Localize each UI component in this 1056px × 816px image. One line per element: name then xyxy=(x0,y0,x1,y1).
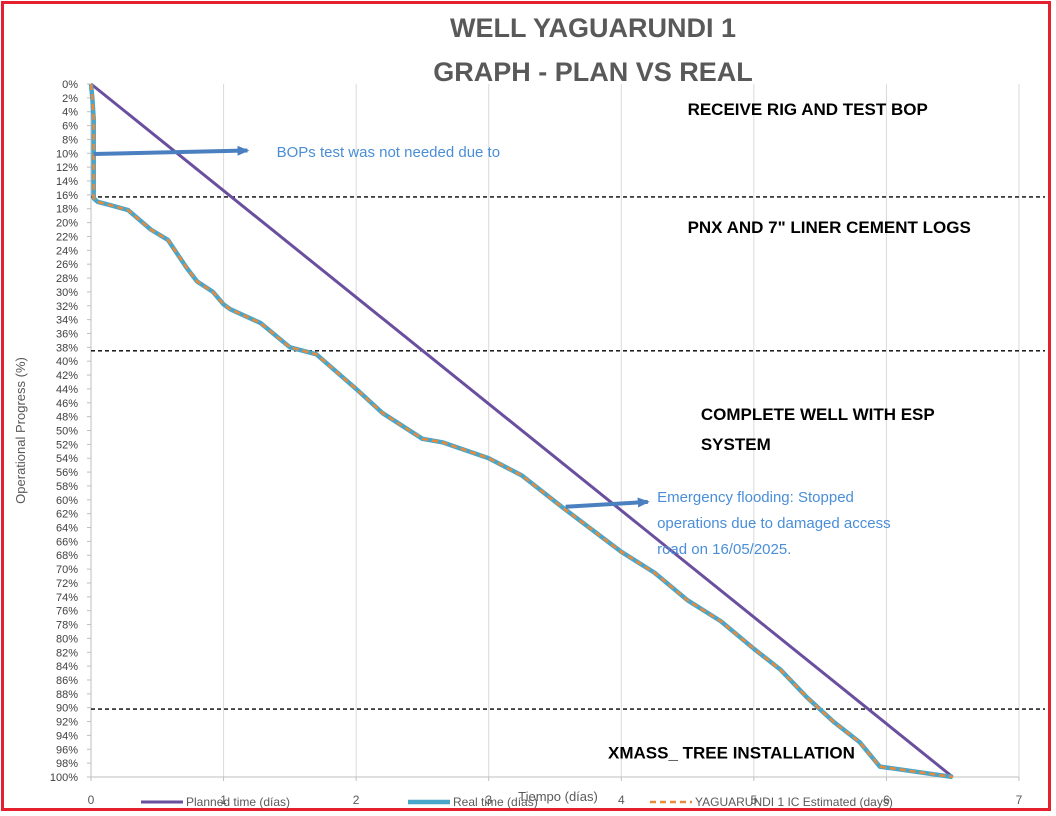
y-tick-label: 42% xyxy=(56,370,78,382)
phase-divider-lines xyxy=(91,196,1045,710)
phase-label: XMASS_ TREE INSTALLATION xyxy=(608,743,855,762)
x-tick-label: 7 xyxy=(1016,793,1023,807)
phase-label: COMPLETE WELL WITH ESP xyxy=(701,405,935,424)
phase-label: PNX AND 7" LINER CEMENT LOGS xyxy=(688,218,971,237)
annotation-text: Emergency flooding: Stopped xyxy=(657,489,854,506)
y-tick-label: 44% xyxy=(56,384,78,396)
y-tick-label: 38% xyxy=(56,342,78,354)
annotation-arrow xyxy=(565,497,650,509)
y-tick-label: 64% xyxy=(56,523,78,535)
series-line-planned xyxy=(90,82,954,779)
gridlines xyxy=(223,84,1020,777)
y-tick-label: 20% xyxy=(56,218,78,230)
y-tick-label: 8% xyxy=(62,134,78,146)
legend-entry: YAGUARUNDI 1 IC Estimated (days) xyxy=(695,795,893,809)
y-tick-labels: 0% 2% 4% 6%8% 10% 12% 14% 16% 18% 20%22% 24% 26% 28%… xyxy=(50,79,91,784)
y-tick-label: 40% xyxy=(56,356,78,368)
x-tick-label: 0 xyxy=(88,793,95,807)
chart-title: WELL YAGUARUNDI 1 GRAPH - PLAN VS REAL xyxy=(433,13,753,87)
y-tick-label: 2% xyxy=(62,93,78,105)
phase-labels: RECEIVE RIG AND TEST BOP PNX AND 7" LINER… xyxy=(608,100,971,762)
y-tick-label: 34% xyxy=(56,315,78,327)
y-tick-label: 46% xyxy=(56,398,78,410)
y-tick-label: 22% xyxy=(56,231,78,243)
y-tick-label: 60% xyxy=(56,495,78,507)
y-tick-label: 4% xyxy=(62,107,78,119)
y-tick-label: 28% xyxy=(56,273,78,285)
y-tick-label: 78% xyxy=(56,620,78,632)
y-tick-label: 86% xyxy=(56,675,78,687)
phase-label: RECEIVE RIG AND TEST BOP xyxy=(688,100,928,119)
y-tick-label: 90% xyxy=(56,703,78,715)
y-tick-label: 54% xyxy=(56,453,78,465)
chart-title-line: GRAPH - PLAN VS REAL xyxy=(433,57,753,87)
y-tick-label: 88% xyxy=(56,689,78,701)
legend-entry: Planned time (días) xyxy=(186,795,290,809)
axes xyxy=(90,84,1019,778)
y-tick-label: 18% xyxy=(56,204,78,216)
annotation-text: operations due to damaged access xyxy=(657,515,891,532)
y-tick-label: 50% xyxy=(56,426,78,438)
annotation-text: road on 16/05/2025. xyxy=(657,541,791,558)
phase-label: SYSTEM xyxy=(701,435,771,454)
chart-title-line: WELL YAGUARUNDI 1 xyxy=(450,13,736,43)
y-tick-label: 84% xyxy=(56,661,78,673)
x-tick-label: 4 xyxy=(618,793,625,807)
y-tick-label: 14% xyxy=(56,176,78,188)
y-tick-label: 48% xyxy=(56,412,78,424)
y-tick-label: 58% xyxy=(56,481,78,493)
y-tick-label: 52% xyxy=(56,439,78,451)
y-tick-label: 74% xyxy=(56,592,78,604)
x-tick-label: 2 xyxy=(353,793,360,807)
y-tick-label: 80% xyxy=(56,633,78,645)
series-lines xyxy=(88,82,954,780)
annotation-text: BOPs test was not needed due to xyxy=(277,144,500,161)
y-tick-label: 76% xyxy=(56,606,78,618)
y-tick-label: 10% xyxy=(56,148,78,160)
y-tick-label: 100% xyxy=(50,772,78,784)
y-tick-label: 24% xyxy=(56,245,78,257)
y-tick-label: 94% xyxy=(56,730,78,742)
y-tick-label: 36% xyxy=(56,328,78,340)
legend: Planned time (días) Real time (días) YAGUA… xyxy=(141,795,893,809)
y-tick-label: 96% xyxy=(56,744,78,756)
y-tick-label: 82% xyxy=(56,647,78,659)
y-tick-label: 68% xyxy=(56,550,78,562)
annotations: BOPs test was not needed due to Emergency… xyxy=(93,144,891,558)
y-tick-label: 72% xyxy=(56,578,78,590)
annotation-arrow xyxy=(93,145,250,156)
y-tick-label: 98% xyxy=(56,758,78,770)
y-tick-label: 6% xyxy=(62,121,78,133)
y-tick-label: 92% xyxy=(56,717,78,729)
legend-entry: Real time (días) xyxy=(453,795,538,809)
y-tick-label: 70% xyxy=(56,564,78,576)
series-line-estimated xyxy=(89,83,953,779)
y-tick-label: 62% xyxy=(56,509,78,521)
y-tick-label: 32% xyxy=(56,301,78,313)
y-tick-label: 16% xyxy=(56,190,78,202)
y-tick-label: 66% xyxy=(56,536,78,548)
y-axis-label: Operational Progress (%) xyxy=(13,357,28,504)
x-tick-label: 6 xyxy=(883,793,890,807)
x-tick-label: 5 xyxy=(751,793,758,807)
y-tick-label: 12% xyxy=(56,162,78,174)
x-tick-labels: 0 1 2 3 4 5 6 7 xyxy=(88,777,1023,807)
y-tick-label: 0% xyxy=(62,79,78,91)
x-axis-label: Tiempo (días) xyxy=(518,789,598,804)
y-tick-label: 26% xyxy=(56,259,78,271)
y-tick-label: 56% xyxy=(56,467,78,479)
x-tick-label: 3 xyxy=(485,793,492,807)
y-tick-label: 30% xyxy=(56,287,78,299)
x-tick-label: 1 xyxy=(220,793,227,807)
